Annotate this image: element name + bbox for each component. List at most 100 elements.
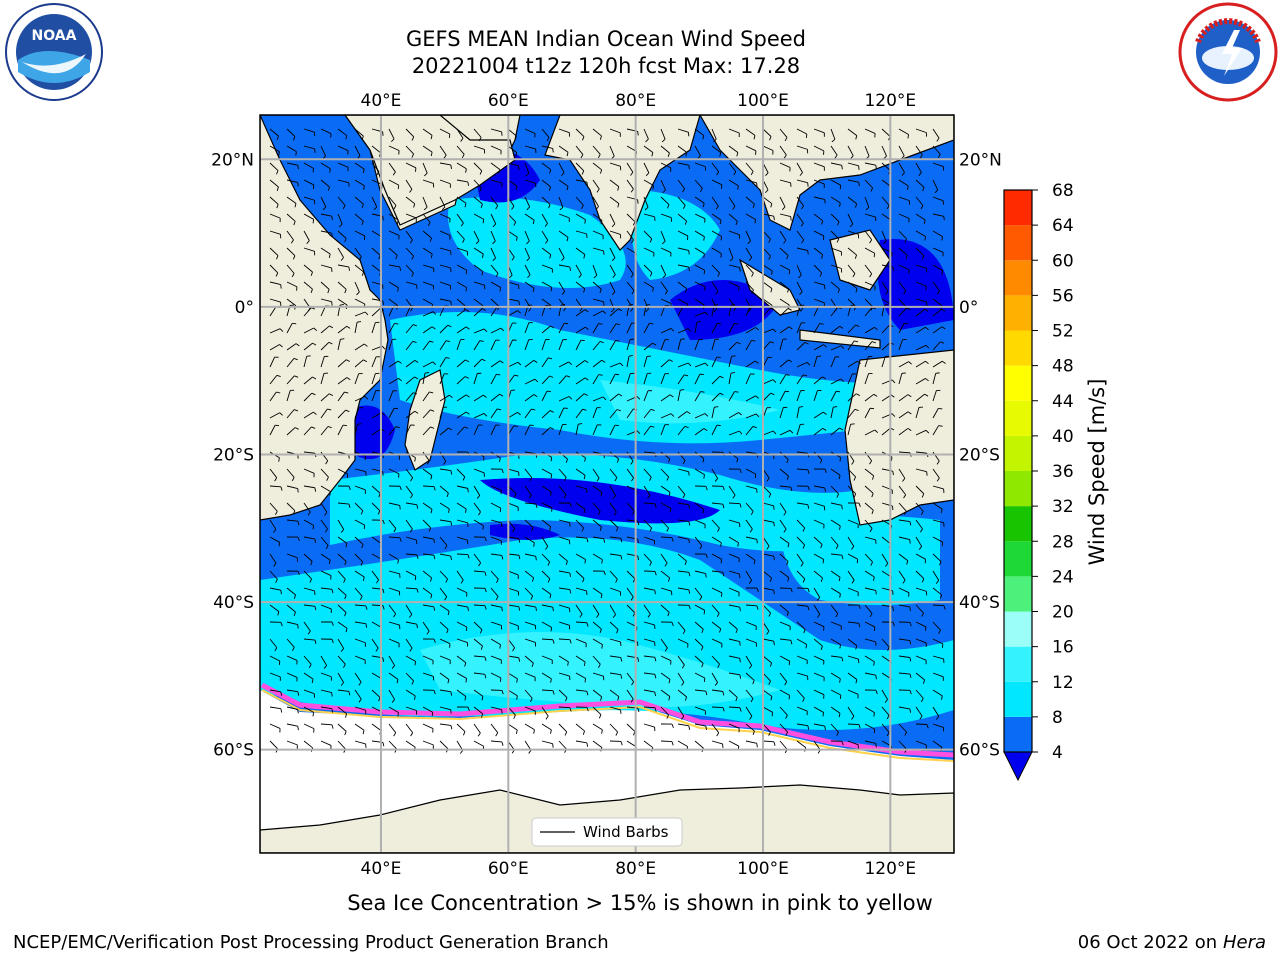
wind-barb [490,373,501,385]
wind-barb [320,393,333,402]
wind-barb [507,310,521,317]
wind-barb [694,672,706,683]
wind-barb [269,468,278,482]
wind-barb [490,264,499,278]
wind-barb [762,723,771,736]
wind-barb [405,281,418,289]
wind-barb [575,360,589,368]
wind-barb [728,264,741,272]
wind-barb [575,655,586,667]
wind-barb [541,162,552,174]
wind-barb [796,374,808,385]
wind-barb [575,638,587,648]
wind-barb [592,310,607,317]
wind-barb [439,230,451,240]
wind-barb [592,230,604,240]
wind-barb [354,468,367,476]
wind-barb [541,553,551,566]
wind-barb [779,359,793,368]
wind-barb [286,672,298,682]
wind-barb [915,429,930,436]
wind-barb [711,392,724,402]
wind-barb [830,621,842,630]
wind-barb [354,706,367,715]
wind-barb [354,321,362,334]
wind-barb [779,553,789,566]
wind-barb [677,374,689,385]
wind-barb [592,396,607,402]
wind-barb [439,706,452,714]
wind-barb [592,723,603,734]
wind-barb [643,468,652,481]
wind-barb [507,468,520,476]
wind-barb [524,360,538,368]
wind-barb [439,357,450,368]
wind-barb [575,196,584,209]
wind-barb [694,604,706,615]
wind-barb [439,373,449,385]
wind-barb [320,264,333,272]
colorbar-segment [1004,681,1032,717]
wind-barb [779,502,787,516]
wind-barb [847,706,855,720]
wind-barb [660,145,670,157]
wind-barb [813,247,824,259]
wind-barb [269,298,282,307]
wind-barb [303,672,314,684]
wind-barb [915,213,926,225]
wind-barb [303,145,316,153]
wind-barb [405,213,417,222]
wind-barb [728,689,738,702]
wind-barb [456,638,469,647]
wind-barb [320,621,334,626]
wind-barb [490,587,499,601]
wind-barb [422,264,435,273]
wind-barb [303,196,316,205]
wind-barb [558,638,572,644]
wind-barb [456,587,468,597]
wind-barb [779,689,791,700]
wind-barb [422,162,428,177]
wind-barb [609,373,620,385]
wind-band-arabian [448,197,626,288]
wind-barb [830,553,844,560]
wind-barb [711,162,720,176]
wind-barb [864,451,873,465]
wind-barb [337,424,347,436]
wind-barb [371,321,380,334]
wind-barb [269,655,281,666]
wind-barb [524,587,534,600]
wind-barb [558,322,569,334]
legend-label: Wind Barbs [583,823,669,841]
wind-barb [609,604,617,618]
wind-barb [473,358,486,368]
wind-barb [694,621,704,634]
wind-barb [439,298,452,306]
wind-barb [286,502,296,515]
wind-barb [371,162,380,176]
wind-barb [337,621,348,633]
wind-barb [303,468,315,478]
wind-barb [660,468,670,481]
wind-barb [643,281,654,292]
wind-barb [779,638,793,645]
wind-barb [354,519,366,530]
wind-barb [490,536,502,545]
wind-barb [779,406,788,419]
wind-barb [286,389,295,402]
wind-barb [592,672,605,681]
wind-barb [728,412,742,419]
wind-barb [694,391,705,402]
wind-barb [320,570,332,580]
wind-barb [711,247,722,258]
wind-barb [269,723,281,733]
wind-barb [779,672,788,686]
wind-barb [932,604,946,610]
wind-barb [405,392,418,402]
wind-barb [337,391,349,402]
wind-barb [762,430,777,436]
wind-barb [694,320,701,334]
wind-barb [354,587,363,601]
wind-barb [524,424,534,436]
wind-barb [864,162,877,170]
